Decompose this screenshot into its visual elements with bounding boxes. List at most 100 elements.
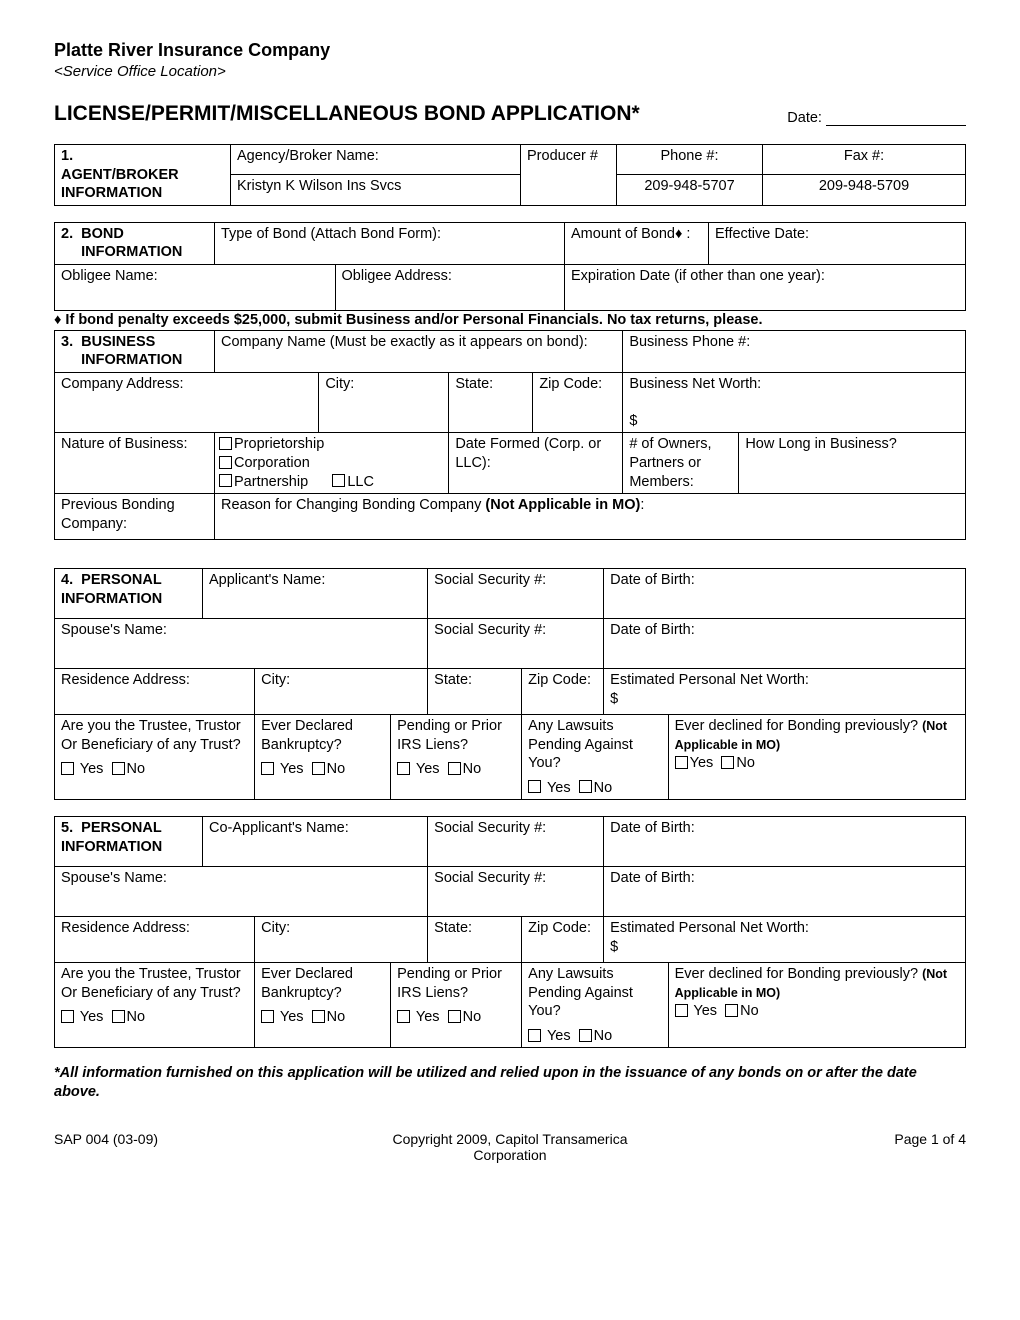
footer-copyright: Copyright 2009, Capitol Transamerica Cor… [358,1131,662,1163]
co-checkbox-bankruptcy-no[interactable] [312,1010,325,1023]
business-phone-field[interactable]: Business Phone #: [623,330,966,372]
checkbox-proprietorship[interactable] [219,437,232,450]
date-field[interactable]: Date: [787,108,966,126]
bond-penalty-note: ♦ If bond penalty exceeds $25,000, submi… [54,311,966,330]
section-1-agent-broker: 1. AGENT/BROKER INFORMATION Agency/Broke… [54,144,966,206]
nature-of-business-label: Nature of Business: [55,433,215,494]
spouse-name-field[interactable]: Spouse's Name: [55,619,428,669]
co-checkbox-trustee-yes[interactable] [61,1010,74,1023]
checkbox-lawsuits-no[interactable] [579,780,592,793]
reason-change-field[interactable]: Reason for Changing Bonding Company (Not… [215,494,966,540]
spouse-ssn-field[interactable]: Social Security #: [428,619,604,669]
q-declined[interactable]: Ever declined for Bonding previously? (N… [668,715,965,800]
applicant-name-field[interactable]: Applicant's Name: [203,569,428,619]
co-spouse-name-field[interactable]: Spouse's Name: [55,867,428,917]
howlong-field[interactable]: How Long in Business? [739,433,966,494]
q-bankruptcy[interactable]: Ever Declared Bankruptcy? Yes No [255,715,391,800]
owners-field[interactable]: # of Owners, Partners or Members: [623,433,739,494]
checkbox-corporation[interactable] [219,456,232,469]
co-checkbox-lawsuits-yes[interactable] [528,1029,541,1042]
co-q-trustee[interactable]: Are you the Trustee, Trustor Or Benefici… [55,963,255,1048]
date-label: Date: [787,110,822,126]
co-checkbox-lawsuits-no[interactable] [579,1029,592,1042]
checkbox-lawsuits-yes[interactable] [528,780,541,793]
co-personal-networth-field[interactable]: Estimated Personal Net Worth: $ [604,917,966,963]
residence-zip-field[interactable]: Zip Code: [522,669,604,715]
checkbox-trustee-yes[interactable] [61,762,74,775]
co-spouse-dob-field[interactable]: Date of Birth: [604,867,966,917]
form-title: LICENSE/PERMIT/MISCELLANEOUS BOND APPLIC… [54,102,787,126]
q-liens[interactable]: Pending or Prior IRS Liens? Yes No [391,715,522,800]
co-residence-state-field[interactable]: State: [428,917,522,963]
bond-amount-field[interactable]: Amount of Bond♦ : [565,222,709,264]
obligee-address-field[interactable]: Obligee Address: [335,265,564,310]
co-checkbox-declined-yes[interactable] [675,1004,688,1017]
co-checkbox-liens-no[interactable] [448,1010,461,1023]
co-residence-city-field[interactable]: City: [255,917,428,963]
section-5-header: 5. PERSONALINFORMATION [55,817,203,867]
checkbox-trustee-no[interactable] [112,762,125,775]
section-4-header: 4. PERSONALINFORMATION [55,569,203,619]
checkbox-bankruptcy-yes[interactable] [261,762,274,775]
checkbox-llc[interactable] [332,474,345,487]
co-checkbox-trustee-no[interactable] [112,1010,125,1023]
business-networth-field[interactable]: Business Net Worth: $ [623,372,966,433]
footer-page-number: Page 1 of 4 [662,1131,966,1163]
city-field[interactable]: City: [319,372,449,433]
fax-label: Fax #: [763,145,966,175]
coapplicant-dob-field[interactable]: Date of Birth: [604,817,966,867]
company-name: Platte River Insurance Company [54,40,966,61]
applicant-dob-field[interactable]: Date of Birth: [604,569,966,619]
zip-field[interactable]: Zip Code: [533,372,623,433]
obligee-row: Obligee Name: Obligee Address: [55,264,565,310]
footer-form-code: SAP 004 (03-09) [54,1131,358,1163]
expiration-date-field[interactable]: Expiration Date (if other than one year)… [565,264,966,310]
co-spouse-ssn-field[interactable]: Social Security #: [428,867,604,917]
prev-bonding-label[interactable]: Previous Bonding Company: [55,494,215,540]
section-4-personal: 4. PERSONALINFORMATION Applicant's Name:… [54,568,966,800]
personal-networth-field[interactable]: Estimated Personal Net Worth: $ [604,669,966,715]
coapplicant-ssn-field[interactable]: Social Security #: [428,817,604,867]
co-checkbox-liens-yes[interactable] [397,1010,410,1023]
date-input-line[interactable] [826,108,966,126]
phone-label: Phone #: [617,145,763,175]
state-field[interactable]: State: [449,372,533,433]
bond-type-field[interactable]: Type of Bond (Attach Bond Form): [215,222,565,264]
coapplicant-name-field[interactable]: Co-Applicant's Name: [203,817,428,867]
residence-city-field[interactable]: City: [255,669,428,715]
residence-state-field[interactable]: State: [428,669,522,715]
effective-date-field[interactable]: Effective Date: [709,222,966,264]
checkbox-partnership[interactable] [219,474,232,487]
co-q-liens[interactable]: Pending or Prior IRS Liens? Yes No [391,963,522,1048]
co-checkbox-declined-no[interactable] [725,1004,738,1017]
date-formed-field[interactable]: Date Formed (Corp. or LLC): [449,433,623,494]
section-3-business: 3. BUSINESS INFORMATION Company Name (Mu… [54,330,966,540]
obligee-name-field[interactable]: Obligee Name: [55,265,335,310]
co-q-declined[interactable]: Ever declined for Bonding previously? (N… [668,963,965,1048]
disclaimer-text: *All information furnished on this appli… [54,1064,966,1100]
fax-value: 209-948-5709 [763,175,966,205]
checkbox-declined-yes[interactable] [675,756,688,769]
checkbox-declined-no[interactable] [721,756,734,769]
co-checkbox-bankruptcy-yes[interactable] [261,1010,274,1023]
company-name-field[interactable]: Company Name (Must be exactly as it appe… [215,330,623,372]
business-type-options[interactable]: Proprietorship Corporation Partnership L… [215,433,449,494]
co-q-bankruptcy[interactable]: Ever Declared Bankruptcy? Yes No [255,963,391,1048]
applicant-ssn-field[interactable]: Social Security #: [428,569,604,619]
company-address-field[interactable]: Company Address: [55,372,319,433]
residence-address-field[interactable]: Residence Address: [55,669,255,715]
checkbox-bankruptcy-no[interactable] [312,762,325,775]
q-trustee[interactable]: Are you the Trustee, Trustor Or Benefici… [55,715,255,800]
co-residence-address-field[interactable]: Residence Address: [55,917,255,963]
co-q-lawsuits[interactable]: Any Lawsuits Pending Against You? Yes No [522,963,668,1048]
spouse-dob-field[interactable]: Date of Birth: [604,619,966,669]
service-location: <Service Office Location> [54,63,966,80]
checkbox-liens-yes[interactable] [397,762,410,775]
agency-name-value: Kristyn K Wilson Ins Svcs [231,175,521,205]
checkbox-liens-no[interactable] [448,762,461,775]
section-2-bond: 2. BOND INFORMATION Type of Bond (Attach… [54,222,966,311]
producer-number-field[interactable]: Producer # [521,145,617,206]
q-lawsuits[interactable]: Any Lawsuits Pending Against You? Yes No [522,715,668,800]
co-residence-zip-field[interactable]: Zip Code: [522,917,604,963]
agency-name-label: Agency/Broker Name: [231,145,521,175]
